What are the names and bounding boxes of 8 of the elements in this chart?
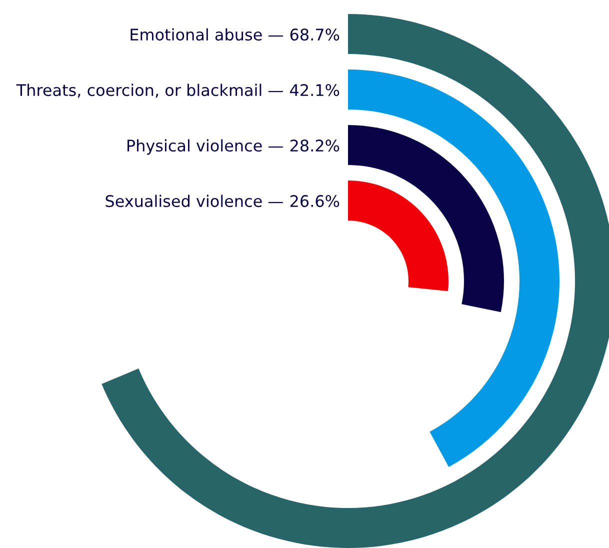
- category-label: Threats, coercion, or blackmail —: [16, 84, 283, 98]
- category-label: Emotional abuse —: [130, 28, 283, 41]
- data-label: 28.2%: [290, 140, 340, 152]
- data-label: 42.1%: [290, 84, 340, 96]
- data-label: 26.6%: [290, 195, 340, 208]
- category-label: Sexualised violence —: [106, 194, 283, 208]
- category-label: Physical violence —: [128, 139, 283, 155]
- data-label: 68.7%: [290, 28, 340, 41]
